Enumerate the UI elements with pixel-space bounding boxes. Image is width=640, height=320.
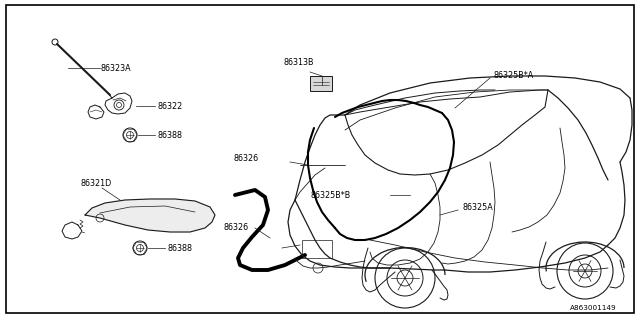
Bar [302, 240, 332, 258]
Text: 86326: 86326 [223, 222, 248, 231]
Text: 86388: 86388 [157, 131, 182, 140]
Polygon shape [85, 199, 215, 232]
Text: 86321D: 86321D [80, 179, 111, 188]
Text: 86322: 86322 [157, 101, 182, 110]
Bar [310, 76, 332, 91]
Text: 86323A: 86323A [100, 63, 131, 73]
Text: A863001149: A863001149 [570, 305, 616, 311]
Text: 86325B*A: 86325B*A [493, 70, 533, 79]
Text: 86388: 86388 [167, 244, 192, 252]
Text: 86325B*B: 86325B*B [310, 190, 350, 199]
Text: 86325A: 86325A [462, 203, 493, 212]
Text: 86326: 86326 [233, 154, 258, 163]
Text: 86313B: 86313B [283, 58, 314, 67]
